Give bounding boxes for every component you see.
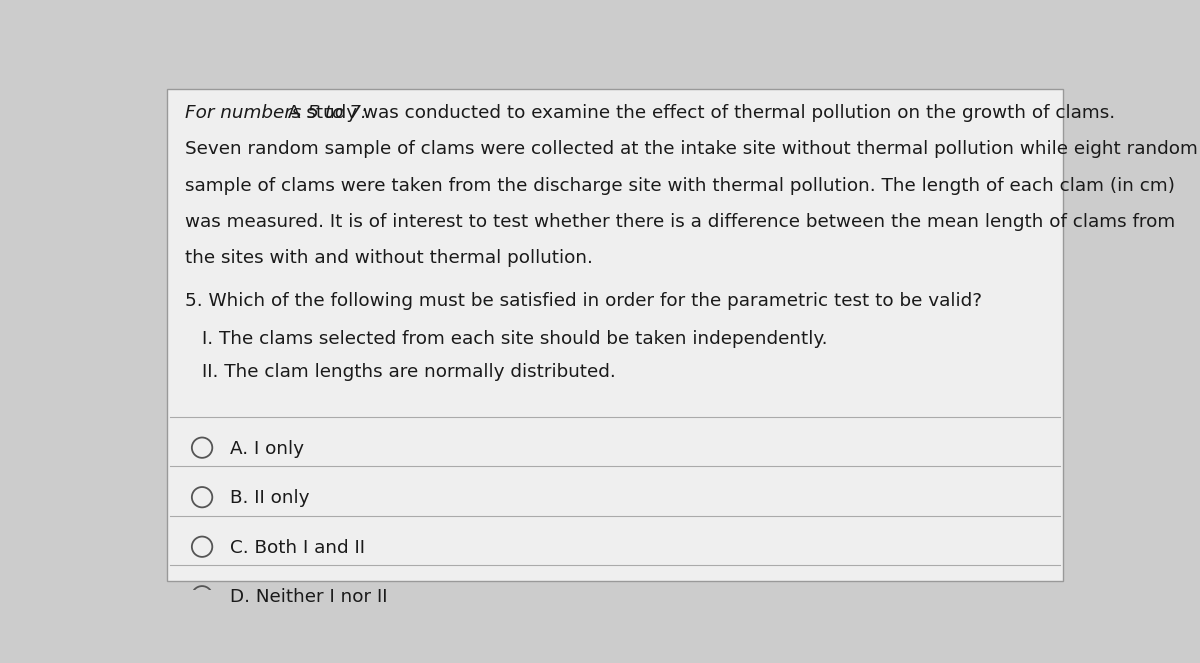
Text: the sites with and without thermal pollution.: the sites with and without thermal pollu… [185, 249, 593, 267]
Text: C. Both I and II: C. Both I and II [230, 538, 365, 556]
Text: 5. Which of the following must be satisfied in order for the parametric test to : 5. Which of the following must be satisf… [185, 292, 983, 310]
Text: D. Neither I nor II: D. Neither I nor II [230, 588, 388, 606]
Text: A. I only: A. I only [230, 440, 304, 457]
Text: For numbers 5 to 7:: For numbers 5 to 7: [185, 104, 367, 122]
Text: B. II only: B. II only [230, 489, 310, 507]
FancyBboxPatch shape [167, 89, 1063, 581]
Text: Seven random sample of clams were collected at the intake site without thermal p: Seven random sample of clams were collec… [185, 141, 1199, 158]
Text: I. The clams selected from each site should be taken independently.: I. The clams selected from each site sho… [202, 330, 828, 348]
Text: A study was conducted to examine the effect of thermal pollution on the growth o: A study was conducted to examine the eff… [282, 104, 1115, 122]
Text: sample of clams were taken from the discharge site with thermal pollution. The l: sample of clams were taken from the disc… [185, 176, 1175, 194]
Text: II. The clam lengths are normally distributed.: II. The clam lengths are normally distri… [202, 363, 616, 381]
Text: was measured. It is of interest to test whether there is a difference between th: was measured. It is of interest to test … [185, 213, 1176, 231]
